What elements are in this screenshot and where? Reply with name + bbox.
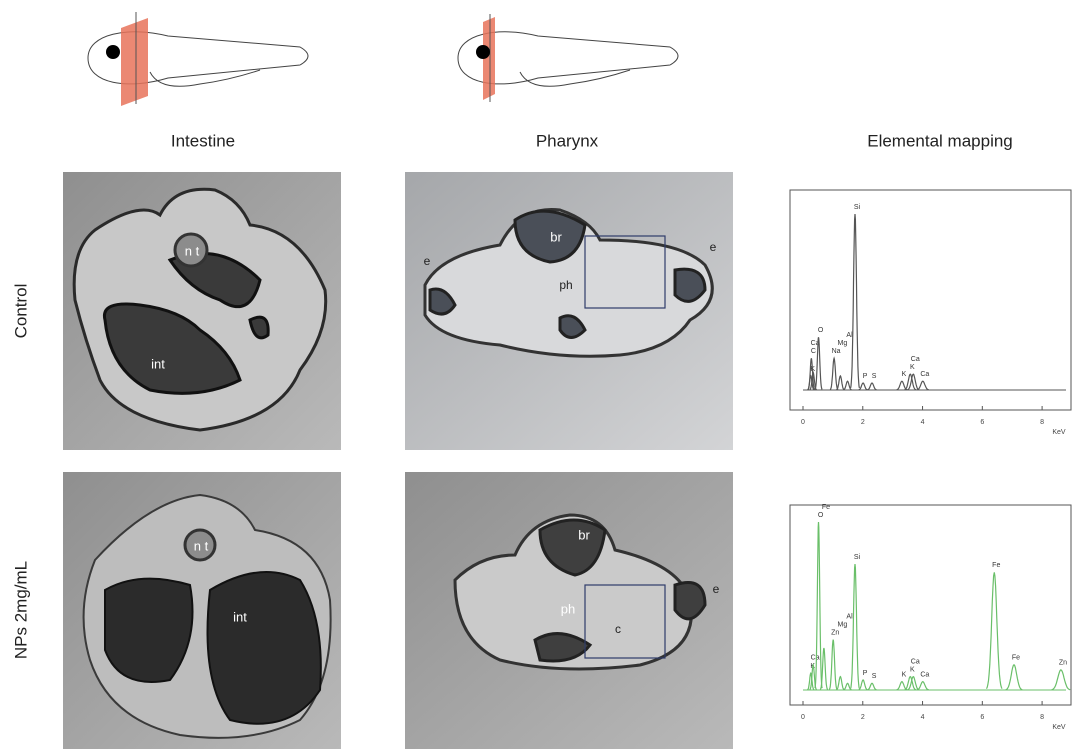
structure-label: br <box>550 229 562 244</box>
peak-label: Fe <box>992 562 1000 569</box>
micrograph <box>63 172 341 450</box>
peak-label: Ca <box>811 655 820 662</box>
x-tick-label: 0 <box>801 714 805 721</box>
row-label: NPs 2mg/mL <box>11 561 30 659</box>
spectrum-peak <box>829 640 837 690</box>
peak-label: C <box>811 348 816 355</box>
peak-label: Ca <box>911 658 920 665</box>
x-tick-label: 4 <box>921 714 925 721</box>
peak-label: Zn <box>831 629 839 636</box>
peak-label: Ca <box>920 671 929 678</box>
spectrum-peak <box>851 214 860 388</box>
peak-label: Fe <box>822 504 830 511</box>
column-header: Elemental mapping <box>867 131 1013 150</box>
peak-label: P <box>863 670 868 677</box>
structure-label: n t <box>194 538 209 553</box>
peak-label: Na <box>832 348 841 355</box>
micrograph <box>63 472 341 749</box>
peak-label: Fe <box>1012 655 1020 662</box>
spectrum-peak <box>917 381 929 390</box>
x-axis-label: KeV <box>1052 429 1066 436</box>
peak-label: Mg <box>837 340 847 347</box>
peak-label: Al <box>846 332 853 339</box>
structure-label: br <box>578 527 590 542</box>
peak-label: K <box>910 666 915 673</box>
peak-label: Si <box>854 204 861 211</box>
micrograph <box>405 172 733 450</box>
structure-label: ph <box>561 601 575 616</box>
spectrum-peak <box>987 572 1003 688</box>
peak-label: P <box>863 373 868 380</box>
figure: Intestine Pharynx Elemental mapping Cont… <box>0 0 1072 749</box>
spectrum-peak <box>851 564 860 689</box>
structure-label: int <box>233 609 247 624</box>
peak-label: K <box>902 371 907 378</box>
structure-label: e <box>424 254 431 268</box>
peak-label: Ca <box>920 371 929 378</box>
x-tick-label: 6 <box>980 714 984 721</box>
peak-label: K <box>902 671 907 678</box>
column-header: Pharynx <box>536 131 599 150</box>
x-tick-label: 4 <box>921 419 925 426</box>
column-header: Intestine <box>171 131 235 150</box>
tadpole-diagram <box>88 12 308 106</box>
tadpole-diagram <box>458 14 678 102</box>
peak-label: O <box>818 327 824 334</box>
peak-label: Zn <box>1059 660 1067 667</box>
peak-label: Ca <box>911 356 920 363</box>
spectrum-peak <box>843 683 851 690</box>
x-tick-label: 0 <box>801 419 805 426</box>
peak-label: O <box>818 512 824 519</box>
peak-label: Si <box>854 554 861 561</box>
x-tick-label: 8 <box>1040 714 1044 721</box>
spectrum-peak <box>867 383 877 390</box>
spectrum-peak <box>1052 670 1071 690</box>
spectrum-peak <box>867 683 877 690</box>
x-tick-label: 8 <box>1040 419 1044 426</box>
structure-label: e <box>710 240 717 254</box>
spectrum-peak <box>815 522 822 688</box>
x-axis-label: KeV <box>1052 724 1066 731</box>
x-tick-label: 2 <box>861 419 865 426</box>
peak-label: S <box>872 373 877 380</box>
spectrum-peak <box>859 680 868 690</box>
structure-label: int <box>151 356 165 371</box>
spectrum-peak <box>859 383 868 390</box>
peak-label: S <box>872 673 877 680</box>
structure-label: e <box>713 582 720 596</box>
peak-label: Al <box>846 613 853 620</box>
x-tick-label: 2 <box>861 714 865 721</box>
spectrum-peak <box>1006 665 1022 690</box>
spectrum-peak <box>917 682 929 690</box>
row-label: Control <box>11 284 30 339</box>
spectrum-peak <box>836 376 844 390</box>
structure-label: ph <box>559 278 572 292</box>
peak-label: K <box>910 364 915 371</box>
peak-label: Mg <box>837 621 847 628</box>
plot-frame <box>790 505 1071 705</box>
structure-label: c <box>615 622 621 636</box>
x-tick-label: 6 <box>980 419 984 426</box>
spectrum-peak <box>836 677 844 690</box>
page: Intestine Pharynx Elemental mapping Cont… <box>0 0 1072 749</box>
spectrum-peak <box>830 358 838 389</box>
structure-label: n t <box>185 243 200 258</box>
